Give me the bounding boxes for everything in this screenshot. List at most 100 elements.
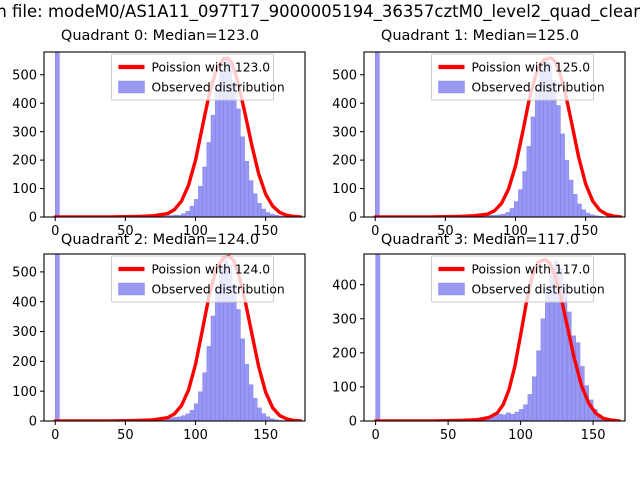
y-tick-label: 100 xyxy=(332,381,357,396)
histogram-bar xyxy=(206,142,212,217)
histogram-bar xyxy=(206,346,212,421)
histogram-bar xyxy=(55,254,60,421)
histogram-bar xyxy=(261,208,266,217)
axes-frame xyxy=(363,253,626,422)
x-tick-label: 150 xyxy=(253,428,278,443)
histogram-bar xyxy=(581,209,586,217)
histogram-bar xyxy=(375,254,381,421)
x-axis-ticks: 0 50 100 150 xyxy=(51,421,278,443)
legend-patch-swatch xyxy=(438,282,465,296)
y-tick-label: 300 xyxy=(12,125,37,140)
histogram-bar xyxy=(375,52,380,217)
subplot-quadrant-1: Quadrant 1: Median=125.0 0 50 100 150 0 100 20… xyxy=(320,28,640,240)
y-tick-label: 500 xyxy=(332,68,357,83)
histogram-bar xyxy=(585,212,591,217)
histogram-bar xyxy=(540,318,546,421)
axes-quadrant-3: 0 50 100 150 0 100 200 300 400 Poission with 117.… xyxy=(332,253,626,443)
y-tick-label: 200 xyxy=(332,346,357,361)
subplot-quadrant-0: Quadrant 0: Median=123.0 0 50 100 150 0 100 20… xyxy=(0,28,320,240)
histogram-bar xyxy=(261,413,266,421)
legend: Poission with 117.0 Observed distribution xyxy=(431,255,605,303)
histogram-bar xyxy=(564,159,570,217)
histogram-bar xyxy=(202,372,207,421)
subplot-quadrant-3: Quadrant 3: Median=117.0 0 50 100 150 0 100 20… xyxy=(320,232,640,447)
histogram-bar xyxy=(193,403,199,421)
histogram-bar xyxy=(248,384,254,421)
y-tick-label: 200 xyxy=(12,154,37,169)
histogram-bar xyxy=(577,203,582,217)
histogram-bar xyxy=(536,350,542,421)
histogram-bar xyxy=(252,398,258,421)
histogram-bar xyxy=(522,171,527,217)
histogram-bar xyxy=(551,80,557,217)
axes-frame xyxy=(43,253,306,422)
histogram-bar xyxy=(257,203,262,217)
axes-quadrant-2: 0 50 100 150 0 100 200 300 400 500 Poission with 1… xyxy=(12,253,306,443)
histogram-bar xyxy=(244,161,250,217)
x-tick-label: 100 xyxy=(183,224,208,239)
histogram-bar xyxy=(185,413,191,421)
y-tick-label: 400 xyxy=(12,97,37,112)
y-tick-label: 200 xyxy=(332,154,357,169)
legend-patch-swatch xyxy=(118,282,145,296)
histogram-bar xyxy=(526,146,532,217)
legend-patch-swatch xyxy=(438,80,465,94)
histogram-bar xyxy=(181,415,186,421)
histogram-bar xyxy=(572,194,578,217)
histogram-bar xyxy=(527,394,533,421)
histogram-bar xyxy=(497,413,502,421)
y-tick-label: 300 xyxy=(332,312,357,327)
figure-suptitle: n file: modeM0/AS1A11_097T17_9000005194_… xyxy=(0,2,640,21)
histogram-bar xyxy=(505,212,511,217)
histogram-bar xyxy=(518,189,523,217)
y-tick-label: 300 xyxy=(12,325,37,340)
axes-quadrant-1: 0 50 100 150 0 100 200 300 400 500 Poission with 1… xyxy=(332,51,626,239)
y-tick-label: 400 xyxy=(332,278,357,293)
histogram-bar xyxy=(530,116,536,217)
y-tick-label: 0 xyxy=(29,415,37,430)
histogram-bar xyxy=(177,416,182,421)
legend-entry-label: Poission with 117.0 xyxy=(472,262,591,276)
x-tick-label: 100 xyxy=(183,428,208,443)
histogram-bars xyxy=(55,52,292,217)
x-tick-label: 100 xyxy=(508,428,533,443)
histogram-bar xyxy=(523,404,529,421)
histogram-bar xyxy=(257,407,262,421)
histogram-bar xyxy=(231,83,237,217)
x-axis-ticks: 0 50 100 150 xyxy=(371,217,598,239)
histogram-bar xyxy=(560,133,565,217)
y-tick-label: 100 xyxy=(12,385,37,400)
legend-entry-label: Poission with 123.0 xyxy=(152,60,271,74)
subplot-title-quadrant-1: Quadrant 1: Median=125.0 xyxy=(380,28,580,44)
histogram-bar xyxy=(198,391,203,421)
y-tick-label: 100 xyxy=(12,182,37,197)
histogram-bar xyxy=(236,108,241,217)
x-tick-label: 50 xyxy=(440,428,457,443)
histogram-bar xyxy=(513,201,519,217)
histogram-bar xyxy=(55,52,60,217)
y-tick-label: 400 xyxy=(12,295,37,310)
histogram-bar xyxy=(189,205,195,217)
x-tick-label: 0 xyxy=(371,224,379,239)
legend: Poission with 124.0 Observed distribution xyxy=(111,255,285,303)
histogram-bar xyxy=(189,410,195,421)
y-tick-label: 0 xyxy=(349,211,357,226)
x-axis-ticks: 0 50 100 150 xyxy=(51,217,278,239)
x-tick-label: 150 xyxy=(253,224,278,239)
histogram-bar xyxy=(514,411,520,421)
histogram-bar xyxy=(240,136,245,217)
histogram-bars xyxy=(375,52,607,217)
histogram-bar xyxy=(214,287,220,421)
histogram-bar xyxy=(231,283,237,421)
histogram-bar xyxy=(568,179,574,217)
legend-entry-label: Observed distribution xyxy=(472,282,605,296)
histogram-bar xyxy=(193,199,199,217)
histogram-bar xyxy=(501,414,507,421)
histogram-bar xyxy=(244,364,250,421)
legend-entry-label: Observed distribution xyxy=(472,80,605,94)
histogram-bar xyxy=(556,105,561,217)
y-tick-label: 0 xyxy=(29,211,37,226)
legend-entry-label: Poission with 125.0 xyxy=(472,60,591,74)
x-tick-label: 50 xyxy=(437,224,454,239)
histogram-bar xyxy=(509,208,515,217)
